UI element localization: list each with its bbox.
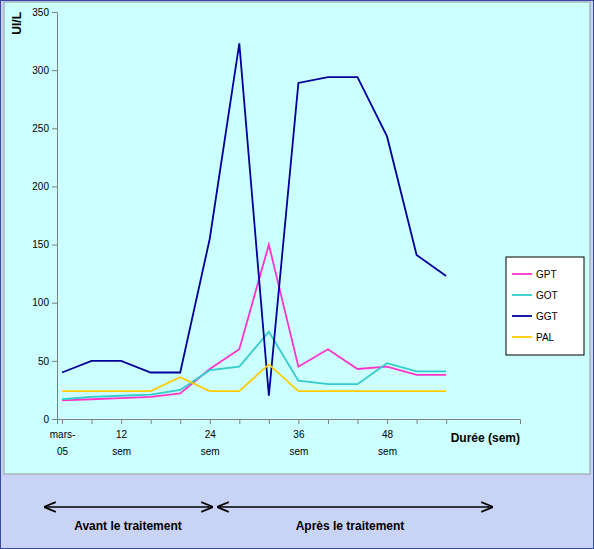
y-tick-label: 250 (32, 123, 49, 134)
x-tick-mark (121, 419, 122, 424)
x-tick: 36 sem (289, 419, 308, 457)
x-tick-mark (417, 419, 418, 424)
legend-swatch (512, 336, 532, 338)
y-tick-mark (52, 128, 57, 129)
legend-label: GGT (536, 311, 558, 322)
x-tick-mark (180, 419, 181, 424)
y-tick: 150 (32, 239, 57, 250)
y-tick-label: 350 (32, 7, 49, 18)
x-tick (239, 419, 240, 424)
x-tick (269, 419, 270, 424)
chart: 050100150200250300350mars-0512sem24sem36… (0, 0, 594, 549)
legend-swatch (512, 315, 532, 317)
y-tick: 0 (43, 414, 57, 425)
x-tick-mark (357, 419, 358, 424)
x-tick (357, 419, 358, 424)
x-tick-label-part: 12 (116, 429, 128, 440)
y-axis-title: UI/L (10, 12, 24, 35)
x-axis-title: Durée (sem) (451, 431, 520, 445)
x-tick-mark (387, 419, 388, 424)
x-tick (417, 419, 418, 424)
x-axis-line (58, 420, 521, 425)
series-line (62, 245, 446, 401)
annotation: Après le traitement (296, 519, 405, 533)
x-tick-label: 36 sem (289, 429, 308, 457)
y-axis: 0 50 100 150 200 250 300 350 (32, 7, 57, 425)
x-tick-label: 24 sem (201, 429, 220, 457)
x-tick: mars- 05 (50, 419, 76, 457)
y-axis-line (52, 13, 58, 420)
y-tick: 350 (32, 7, 57, 18)
y-tick-mark (52, 12, 57, 13)
x-tick-label-part: 36 (293, 429, 305, 440)
legend-swatch (512, 273, 532, 275)
y-tick-label: 50 (38, 356, 50, 367)
x-tick-label-part: 05 (57, 446, 69, 457)
annotation: Avant le traitement (74, 519, 182, 533)
x-tick-mark (269, 419, 270, 424)
x-tick: 12 sem (112, 419, 131, 457)
y-tick-mark (52, 361, 57, 362)
x-tick-mark (92, 419, 93, 424)
chart-area (4, 2, 590, 474)
y-tick: 100 (32, 297, 57, 308)
legend-box (506, 257, 584, 355)
legend-swatch (512, 294, 532, 296)
x-tick (446, 419, 447, 424)
series-line (62, 364, 446, 391)
legend-label: PAL (536, 332, 555, 343)
x-tick-label-part: 24 (205, 429, 217, 440)
x-tick-label: 12 sem (112, 429, 131, 457)
y-tick-label: 300 (32, 65, 49, 76)
x-tick-label-part: sem (378, 446, 397, 457)
y-tick: 250 (32, 123, 57, 134)
legend-label: GOT (536, 290, 558, 301)
x-tick-mark (210, 419, 211, 424)
x-tick (180, 419, 181, 424)
plot (62, 43, 446, 400)
y-tick-mark (52, 419, 57, 420)
y-tick-label: 150 (32, 239, 49, 250)
x-tick-mark (298, 419, 299, 424)
x-tick (151, 419, 152, 424)
y-tick: 300 (32, 65, 57, 76)
y-tick: 200 (32, 181, 57, 192)
x-tick (328, 419, 329, 424)
x-tick-mark (239, 419, 240, 424)
legend-label: GPT (536, 269, 557, 280)
series-line (62, 43, 446, 395)
x-tick-mark (151, 419, 152, 424)
x-tick-mark (446, 419, 447, 424)
x-tick: 48 sem (378, 419, 397, 457)
y-tick-mark (52, 70, 57, 71)
x-tick-mark (328, 419, 329, 424)
x-tick-label-part: sem (112, 446, 131, 457)
x-tick-label-part: sem (289, 446, 308, 457)
y-tick-mark (52, 303, 57, 304)
legend: GPT GOT GGT PAL (506, 257, 584, 355)
x-tick-mark (62, 419, 63, 424)
y-tick: 50 (38, 356, 57, 367)
y-tick-mark (52, 186, 57, 187)
x-axis: mars- 05 12 sem 24 sem 36 sem 48 sem (50, 419, 521, 457)
x-tick-label-part: 48 (382, 429, 394, 440)
y-tick-mark (52, 245, 57, 246)
background (0, 0, 594, 549)
x-tick: 24 sem (201, 419, 220, 457)
x-tick-label-part: sem (201, 446, 220, 457)
y-tick-label: 100 (32, 297, 49, 308)
x-tick (92, 419, 93, 424)
y-tick-label: 200 (32, 181, 49, 192)
y-tick-label: 0 (43, 414, 49, 425)
x-tick-label: mars- 05 (50, 429, 76, 457)
annotation-arrow (45, 506, 212, 508)
x-tick-label: 48 sem (378, 429, 397, 457)
x-tick-label-part: mars- (50, 429, 76, 440)
annotation-arrow (218, 506, 492, 508)
series-line (62, 332, 446, 399)
